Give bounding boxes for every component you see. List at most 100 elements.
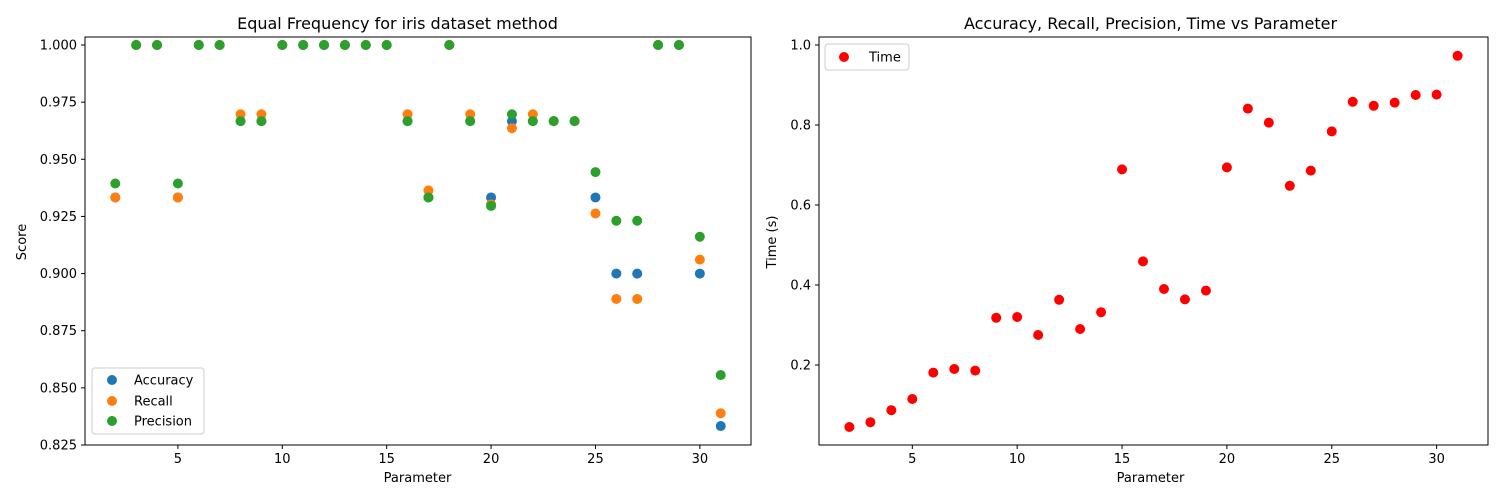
- y-tick-label: 0.6: [790, 199, 811, 214]
- data-point-precision: [506, 109, 517, 120]
- legend-box: [824, 43, 910, 71]
- data-point-precision: [715, 370, 726, 381]
- data-point-time: [1263, 117, 1274, 128]
- data-point-time: [991, 312, 1002, 323]
- data-point-precision: [214, 40, 225, 50]
- x-tick-label: 15: [378, 452, 395, 467]
- data-point-time: [1200, 285, 1211, 296]
- data-point-recall: [715, 408, 726, 419]
- data-point-time: [1347, 96, 1358, 107]
- legend-box: [91, 367, 205, 435]
- data-point-time: [1410, 90, 1421, 100]
- data-point-time: [1138, 256, 1149, 267]
- legend-entry-recall: Recall: [107, 395, 173, 410]
- data-point-recall: [110, 192, 121, 203]
- data-point-accuracy: [694, 268, 705, 279]
- legend-label-time: Time: [868, 51, 901, 66]
- chart-score-vs-parameter: Equal Frequency for iris dataset method …: [15, 14, 752, 486]
- data-point-precision: [673, 40, 684, 50]
- axis-ticks: 5 10 15 20 25 30 0.825 0.850 0.875 0.900 0.925 0.95…: [40, 39, 708, 468]
- y-tick-label: 1.0: [790, 39, 811, 54]
- x-axis-label: Parameter: [384, 471, 452, 486]
- data-point-time: [1326, 126, 1337, 137]
- data-point-recall: [527, 109, 538, 120]
- data-point-precision: [339, 40, 350, 50]
- data-point-time: [1368, 100, 1379, 111]
- data-point-time: [928, 367, 939, 378]
- data-point-time: [1305, 165, 1316, 176]
- x-tick-label: 15: [1114, 452, 1131, 467]
- data-point-time: [1179, 294, 1190, 305]
- x-tick-label: 5: [174, 452, 182, 467]
- data-point-accuracy: [590, 192, 601, 203]
- data-point-accuracy: [715, 421, 726, 432]
- x-tick-label: 5: [908, 452, 916, 467]
- y-axis-label: Time (s): [765, 216, 780, 270]
- data-point-precision: [193, 40, 204, 50]
- legend: Accuracy Recall Precision: [91, 367, 205, 435]
- data-point-precision: [653, 40, 664, 50]
- chart-time-vs-parameter: Accuracy, Recall, Precision, Time vs Par…: [765, 14, 1489, 486]
- data-point-time: [1096, 307, 1107, 318]
- x-tick-label: 10: [274, 452, 291, 467]
- plot-frame: [818, 36, 1489, 446]
- data-point-recall: [465, 109, 476, 120]
- data-point-precision: [277, 40, 288, 50]
- legend-marker-accuracy: [107, 375, 117, 385]
- data-point-precision: [360, 40, 371, 50]
- y-tick-label: 0.975: [40, 96, 77, 111]
- y-tick-label: 0.2: [790, 359, 811, 374]
- chart-title: Accuracy, Recall, Precision, Time vs Par…: [964, 14, 1337, 33]
- data-point-precision: [402, 116, 413, 127]
- data-point-time: [1389, 97, 1400, 108]
- data-point-precision: [256, 116, 267, 127]
- data-point-time: [970, 365, 981, 376]
- y-tick-label: 0.925: [40, 210, 77, 225]
- data-point-time: [949, 364, 960, 374]
- data-point-precision: [381, 40, 392, 50]
- axis-ticks: 5 10 15 20 25 30 0.2 0.4 0.6 0.8 1.0: [790, 39, 1445, 468]
- data-point-accuracy: [486, 192, 497, 203]
- y-tick-label: 1.000: [40, 39, 77, 54]
- data-point-accuracy: [632, 268, 643, 279]
- data-point-precision: [152, 40, 163, 50]
- plot-frame: [84, 36, 752, 446]
- data-points: [844, 50, 1463, 432]
- x-tick-label: 25: [587, 452, 604, 467]
- data-point-recall: [423, 185, 434, 196]
- x-tick-label: 20: [1219, 452, 1236, 467]
- data-point-recall: [694, 254, 705, 265]
- x-tick-label: 20: [483, 452, 500, 467]
- series-precision: [110, 40, 726, 381]
- y-axis-label: Score: [15, 224, 30, 260]
- data-point-precision: [694, 231, 705, 242]
- data-point-precision: [319, 40, 330, 50]
- data-point-time: [1075, 324, 1086, 334]
- data-point-precision: [569, 116, 580, 127]
- data-point-precision: [465, 116, 476, 127]
- data-point-time: [865, 417, 876, 428]
- legend-entry-accuracy: Accuracy: [107, 374, 194, 389]
- data-point-recall: [590, 208, 601, 219]
- data-point-accuracy: [506, 116, 517, 127]
- data-point-precision: [131, 40, 142, 50]
- data-point-precision: [423, 192, 434, 203]
- legend-marker-recall: [107, 396, 117, 406]
- legend-label-recall: Recall: [134, 395, 173, 410]
- data-point-time: [1221, 162, 1232, 173]
- data-point-time: [1284, 180, 1295, 191]
- legend-label-accuracy: Accuracy: [134, 374, 194, 389]
- y-tick-label: 0.825: [40, 439, 77, 454]
- data-point-recall: [611, 293, 622, 304]
- legend-entry-precision: Precision: [107, 415, 192, 430]
- legend-marker-time: [839, 52, 849, 62]
- y-tick-label: 0.900: [40, 267, 77, 282]
- data-point-recall: [235, 109, 246, 120]
- data-point-precision: [486, 200, 497, 211]
- legend-label-precision: Precision: [134, 415, 192, 430]
- data-point-time: [1054, 294, 1065, 305]
- data-point-precision: [444, 40, 455, 50]
- y-tick-label: 0.4: [790, 279, 811, 294]
- x-tick-label: 30: [1428, 452, 1445, 467]
